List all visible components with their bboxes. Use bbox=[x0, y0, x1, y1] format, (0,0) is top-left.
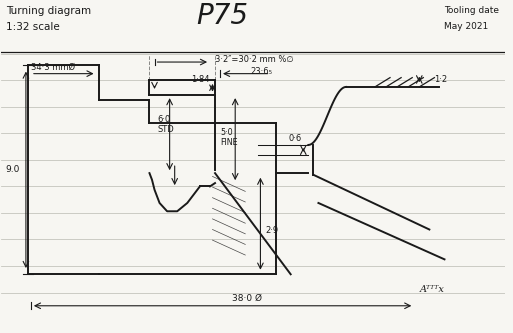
Text: 1·84: 1·84 bbox=[191, 76, 210, 85]
Text: 6·0
STD: 6·0 STD bbox=[157, 115, 174, 134]
Text: 1:32 scale: 1:32 scale bbox=[6, 22, 60, 32]
Text: 5·0
FINE: 5·0 FINE bbox=[220, 128, 238, 147]
Text: 23·6₅: 23·6₅ bbox=[250, 68, 272, 77]
Text: Tooling date: Tooling date bbox=[444, 6, 500, 15]
Text: P75: P75 bbox=[196, 2, 249, 30]
Text: 38·0 Ø: 38·0 Ø bbox=[231, 293, 262, 302]
Text: 9.0: 9.0 bbox=[5, 165, 19, 174]
Text: 34·3 mmØ: 34·3 mmØ bbox=[31, 63, 75, 72]
Text: 3·2″=30·2 mm %∅: 3·2″=30·2 mm %∅ bbox=[215, 55, 293, 64]
Text: 2·9: 2·9 bbox=[265, 226, 279, 235]
Text: 0·6: 0·6 bbox=[288, 134, 302, 143]
Text: Turning diagram: Turning diagram bbox=[6, 6, 91, 16]
Text: Aᵀᵀᵀx: Aᵀᵀᵀx bbox=[419, 285, 444, 294]
Text: 1·2: 1·2 bbox=[435, 75, 447, 84]
Text: May 2021: May 2021 bbox=[444, 22, 489, 31]
